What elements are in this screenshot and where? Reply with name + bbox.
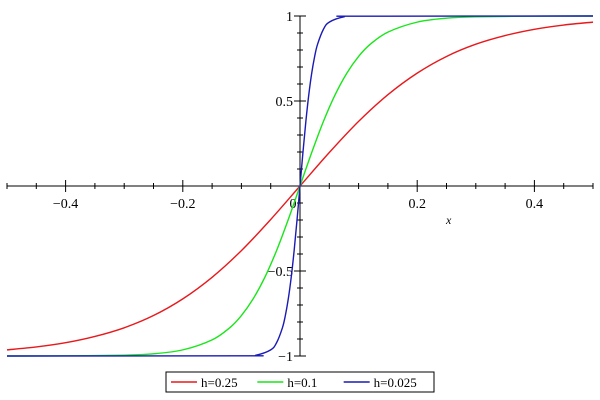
x-tick-label: −0.4 xyxy=(53,197,78,212)
legend-entry-2: h=0.025 xyxy=(374,375,417,390)
x-tick-label: −0.2 xyxy=(170,197,195,212)
y-tick-label: −0.5 xyxy=(268,265,293,280)
series-layer xyxy=(6,15,594,357)
axes: −0.4 −0.2 0 0.2 0.4−1−0.50.51 xyxy=(6,10,594,365)
legend-entry-0: h=0.25 xyxy=(201,375,238,390)
legend: h=0.25 h=0.1 h=0.025 xyxy=(165,371,435,393)
legend-box xyxy=(165,371,435,393)
x-axis-label: x xyxy=(445,213,452,227)
legend-entry-1: h=0.1 xyxy=(287,375,317,390)
y-tick-label: −1 xyxy=(278,350,293,365)
y-tick-label: 0.5 xyxy=(276,95,294,110)
x-tick-label: 0.2 xyxy=(408,197,426,212)
x-tick-label: 0.4 xyxy=(526,197,544,212)
series-line-2 xyxy=(6,15,594,357)
y-tick-label: 1 xyxy=(286,10,293,25)
